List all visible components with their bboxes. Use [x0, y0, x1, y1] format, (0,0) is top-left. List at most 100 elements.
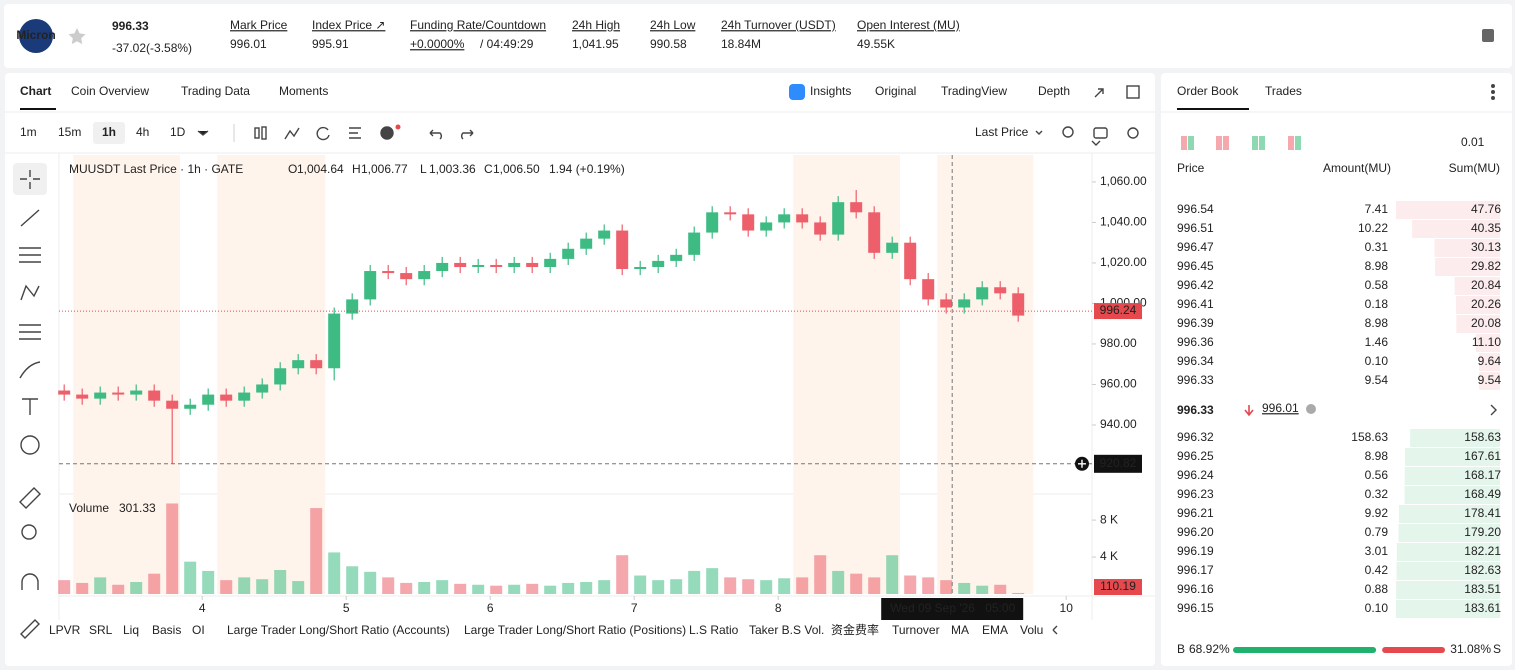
- layout-icon[interactable]: [1295, 136, 1301, 150]
- chevron[interactable]: [1490, 404, 1497, 416]
- layout-icon[interactable]: [1216, 136, 1222, 150]
- header-icon[interactable]: [1482, 29, 1494, 42]
- dropdown-icon[interactable]: [1091, 140, 1101, 146]
- ob-price[interactable]: 996.15: [1177, 601, 1214, 615]
- ob-amount: 8.98: [1365, 259, 1389, 273]
- add-icon[interactable]: [380, 126, 394, 140]
- ob-price[interactable]: 996.51: [1177, 221, 1214, 235]
- layout-icon[interactable]: [1188, 136, 1194, 150]
- interval[interactable]: 1m: [20, 125, 37, 139]
- candle-icon[interactable]: [261, 126, 267, 140]
- ob-price[interactable]: 996.33: [1177, 373, 1214, 387]
- favorite-star[interactable]: [68, 28, 86, 45]
- window-icon[interactable]: [1126, 85, 1140, 99]
- indicator[interactable]: 资金费率: [831, 622, 879, 637]
- view-tab[interactable]: Original: [875, 84, 916, 98]
- volume-bar: [148, 573, 161, 594]
- ratio-sell-label: 31.08%: [1450, 642, 1491, 656]
- stat-value: 1,041.95: [572, 37, 619, 51]
- candle-body: [274, 368, 287, 385]
- candle-body: [544, 258, 557, 267]
- undo-icon[interactable]: [429, 129, 442, 140]
- stat-label: Index Price ↗: [312, 18, 385, 32]
- candle-body: [94, 392, 107, 399]
- ob-price[interactable]: 996.39: [1177, 316, 1214, 330]
- ob-amount: 0.31: [1365, 240, 1389, 254]
- ob-price[interactable]: 996.54: [1177, 202, 1214, 216]
- indicator[interactable]: Large Trader Long/Short Ratio (Positions…: [464, 623, 686, 637]
- ob-price[interactable]: 996.42: [1177, 278, 1214, 292]
- dropdown-icon[interactable]: [197, 130, 209, 136]
- indicator[interactable]: LPVR: [49, 623, 81, 637]
- view-tab[interactable]: TradingView: [941, 84, 1007, 98]
- ob-price[interactable]: 996.21: [1177, 506, 1214, 520]
- indicator[interactable]: MA: [951, 623, 969, 637]
- volume-bar: [382, 577, 395, 594]
- down-arrow: [1244, 405, 1254, 417]
- expand-icon[interactable]: [1094, 88, 1104, 98]
- indicator[interactable]: EMA: [982, 623, 1008, 637]
- interval[interactable]: 15m: [58, 125, 81, 139]
- ob-sum: 183.61: [1464, 601, 1501, 615]
- layout-icon[interactable]: [1288, 136, 1294, 150]
- gear-icon[interactable]: [1127, 127, 1139, 139]
- indicator[interactable]: Turnover: [892, 623, 940, 637]
- precision[interactable]: 0.01: [1461, 135, 1485, 149]
- indicator[interactable]: OI: [192, 623, 205, 637]
- col-head: Sum(MU): [1449, 161, 1500, 175]
- chart-tab[interactable]: Coin Overview: [71, 84, 149, 98]
- view-tab[interactable]: Depth: [1038, 84, 1070, 98]
- candle-body: [832, 202, 845, 235]
- interval[interactable]: 1h: [102, 125, 116, 139]
- refresh-icon[interactable]: [316, 126, 330, 141]
- ob-price[interactable]: 996.36: [1177, 335, 1214, 349]
- ob-price[interactable]: 996.32: [1177, 430, 1214, 444]
- ob-price[interactable]: 996.16: [1177, 582, 1214, 596]
- price-source[interactable]: Last Price: [975, 125, 1029, 139]
- camera-icon[interactable]: [1093, 127, 1108, 139]
- ob-price[interactable]: 996.19: [1177, 544, 1214, 558]
- indicator[interactable]: Large Trader Long/Short Ratio (Accounts): [227, 623, 450, 637]
- candle-body: [346, 299, 359, 314]
- dropdown-icon[interactable]: [1035, 130, 1043, 135]
- layout-icon[interactable]: [1223, 136, 1229, 150]
- layout-icon[interactable]: [1259, 136, 1265, 150]
- chart-tab[interactable]: Chart: [20, 84, 51, 98]
- indicator[interactable]: SRL: [89, 623, 113, 637]
- candle-icon[interactable]: [254, 127, 260, 139]
- ohlc-key: C: [484, 162, 493, 176]
- volume-bar: [94, 577, 107, 594]
- ob-price[interactable]: 996.24: [1177, 468, 1214, 482]
- indicator-icon[interactable]: [284, 127, 300, 140]
- redo-icon[interactable]: [461, 129, 474, 140]
- ob-tab[interactable]: Order Book: [1177, 84, 1239, 98]
- interval[interactable]: 4h: [136, 125, 149, 139]
- chevron[interactable]: [1052, 625, 1058, 635]
- chart-tab[interactable]: Trading Data: [181, 84, 250, 98]
- interval[interactable]: 1D: [170, 125, 186, 139]
- stat-label: Mark Price: [230, 18, 288, 32]
- ob-price[interactable]: 996.25: [1177, 449, 1214, 463]
- chart-tab[interactable]: Moments: [279, 84, 328, 98]
- search-icon[interactable]: [1062, 126, 1074, 138]
- indicator[interactable]: Volu: [1020, 623, 1043, 637]
- depth-bar: [1396, 201, 1500, 219]
- ob-price[interactable]: 996.45: [1177, 259, 1214, 273]
- ob-price[interactable]: 996.20: [1177, 525, 1214, 539]
- ob-price[interactable]: 996.17: [1177, 563, 1214, 577]
- indicator[interactable]: Liq: [123, 623, 139, 637]
- ob-tab[interactable]: Trades: [1265, 84, 1302, 98]
- indicator[interactable]: Taker B.S Vol.: [749, 623, 824, 637]
- ob-price[interactable]: 996.41: [1177, 297, 1214, 311]
- indicator[interactable]: Basis: [152, 623, 181, 637]
- view-tab[interactable]: Insights: [810, 84, 851, 98]
- layout-icon[interactable]: [1181, 136, 1187, 150]
- ob-price[interactable]: 996.23: [1177, 487, 1214, 501]
- settings-icon[interactable]: [349, 127, 361, 139]
- ob-price[interactable]: 996.34: [1177, 354, 1214, 368]
- volume-bar: [706, 568, 719, 594]
- layout-icon[interactable]: [1252, 136, 1258, 150]
- ob-price[interactable]: 996.47: [1177, 240, 1214, 254]
- indicator[interactable]: L.S Ratio: [689, 623, 739, 637]
